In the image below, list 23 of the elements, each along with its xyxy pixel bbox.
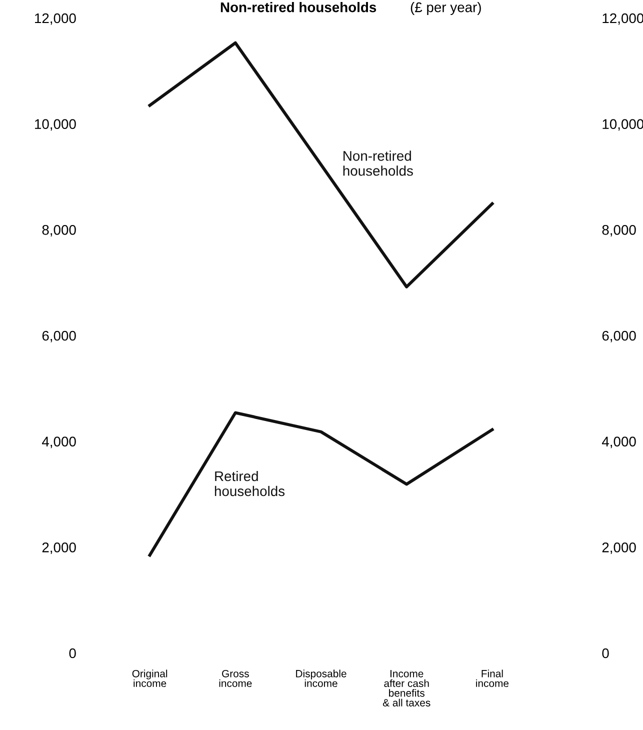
series-label: Non-retired households [343, 150, 413, 176]
y-tick-label: 8,000 [42, 225, 76, 236]
chart-title: Non-retired households [220, 2, 376, 12]
line-series [148, 411, 494, 557]
x-tick-label: Original income [132, 670, 168, 688]
series-label: Retired households [214, 470, 285, 496]
chart-subtitle: (£ per year) [410, 2, 481, 15]
y2-tick-label: 4,000 [602, 436, 636, 448]
line-series [148, 41, 494, 288]
y-tick-label: 10,000 [35, 119, 76, 131]
y-tick-label: 6,000 [42, 330, 76, 342]
y2-tick-label: 2,000 [602, 542, 636, 554]
y-tick-label: 2,000 [42, 542, 76, 554]
y2-tick-label: 6,000 [602, 330, 636, 342]
y2-tick-label: 0 [602, 648, 609, 658]
y-tick-label: 0 [69, 648, 76, 658]
x-tick-label: Final income [476, 670, 509, 688]
y-tick-label: 12,000 [35, 13, 76, 25]
y2-tick-label: 8,000 [602, 225, 636, 236]
x-tick-label: Disposable income [296, 670, 346, 688]
x-tick-label: Gross income [219, 670, 252, 688]
x-tick-label: Income after cash benefits & all taxes [382, 670, 430, 706]
y-tick-label: 4,000 [42, 436, 76, 448]
